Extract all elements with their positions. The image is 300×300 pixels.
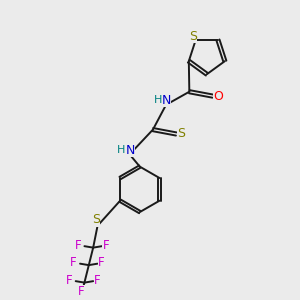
Text: F: F	[78, 285, 85, 298]
Text: S: S	[189, 30, 197, 43]
Text: S: S	[92, 214, 100, 226]
Text: H: H	[117, 145, 126, 155]
Text: O: O	[213, 90, 223, 103]
Text: F: F	[94, 274, 100, 287]
Text: F: F	[102, 239, 109, 252]
Text: N: N	[162, 94, 171, 107]
Text: F: F	[70, 256, 77, 269]
Text: F: F	[74, 239, 81, 252]
Text: S: S	[178, 128, 185, 140]
Text: N: N	[125, 143, 135, 157]
Text: F: F	[98, 256, 105, 269]
Text: F: F	[66, 274, 72, 287]
Text: H: H	[154, 95, 162, 106]
